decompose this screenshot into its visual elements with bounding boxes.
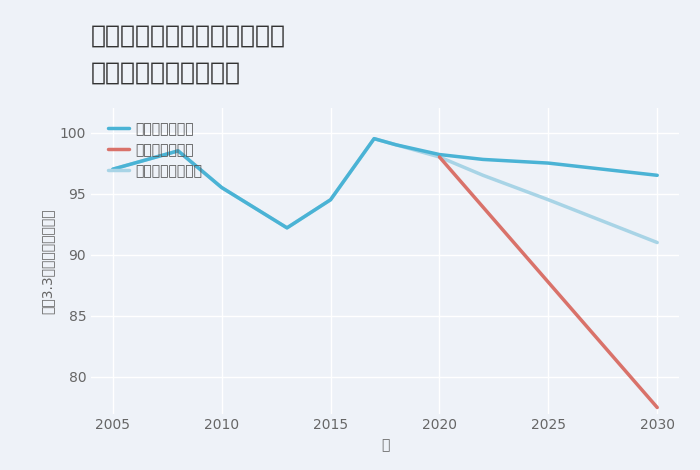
ノーマルシナリオ [174, 148, 182, 154]
ノーマルシナリオ [108, 166, 117, 172]
グッドシナリオ [653, 172, 662, 178]
ノーマルシナリオ [653, 240, 662, 245]
グッドシナリオ [174, 148, 182, 154]
ノーマルシナリオ [218, 185, 226, 190]
グッドシナリオ [479, 157, 487, 162]
Legend: グッドシナリオ, バッドシナリオ, ノーマルシナリオ: グッドシナリオ, バッドシナリオ, ノーマルシナリオ [104, 118, 207, 182]
Text: 愛知県名古屋市守山区瀬古の: 愛知県名古屋市守山区瀬古の [91, 24, 286, 47]
グッドシナリオ [544, 160, 552, 166]
Line: グッドシナリオ: グッドシナリオ [113, 139, 657, 228]
Y-axis label: 坪（3.3㎡）単価（万円）: 坪（3.3㎡）単価（万円） [40, 208, 54, 313]
Line: ノーマルシナリオ: ノーマルシナリオ [113, 139, 657, 243]
ノーマルシナリオ [370, 136, 378, 141]
グッドシナリオ [218, 185, 226, 190]
グッドシナリオ [283, 225, 291, 231]
グッドシナリオ [108, 166, 117, 172]
グッドシナリオ [392, 142, 400, 148]
Text: 中古戸建ての価格推移: 中古戸建ての価格推移 [91, 61, 241, 85]
ノーマルシナリオ [435, 154, 444, 160]
ノーマルシナリオ [326, 197, 335, 203]
X-axis label: 年: 年 [381, 438, 389, 452]
ノーマルシナリオ [544, 197, 552, 203]
グッドシナリオ [370, 136, 378, 141]
グッドシナリオ [326, 197, 335, 203]
ノーマルシナリオ [479, 172, 487, 178]
ノーマルシナリオ [392, 142, 400, 148]
ノーマルシナリオ [283, 225, 291, 231]
グッドシナリオ [435, 152, 444, 157]
